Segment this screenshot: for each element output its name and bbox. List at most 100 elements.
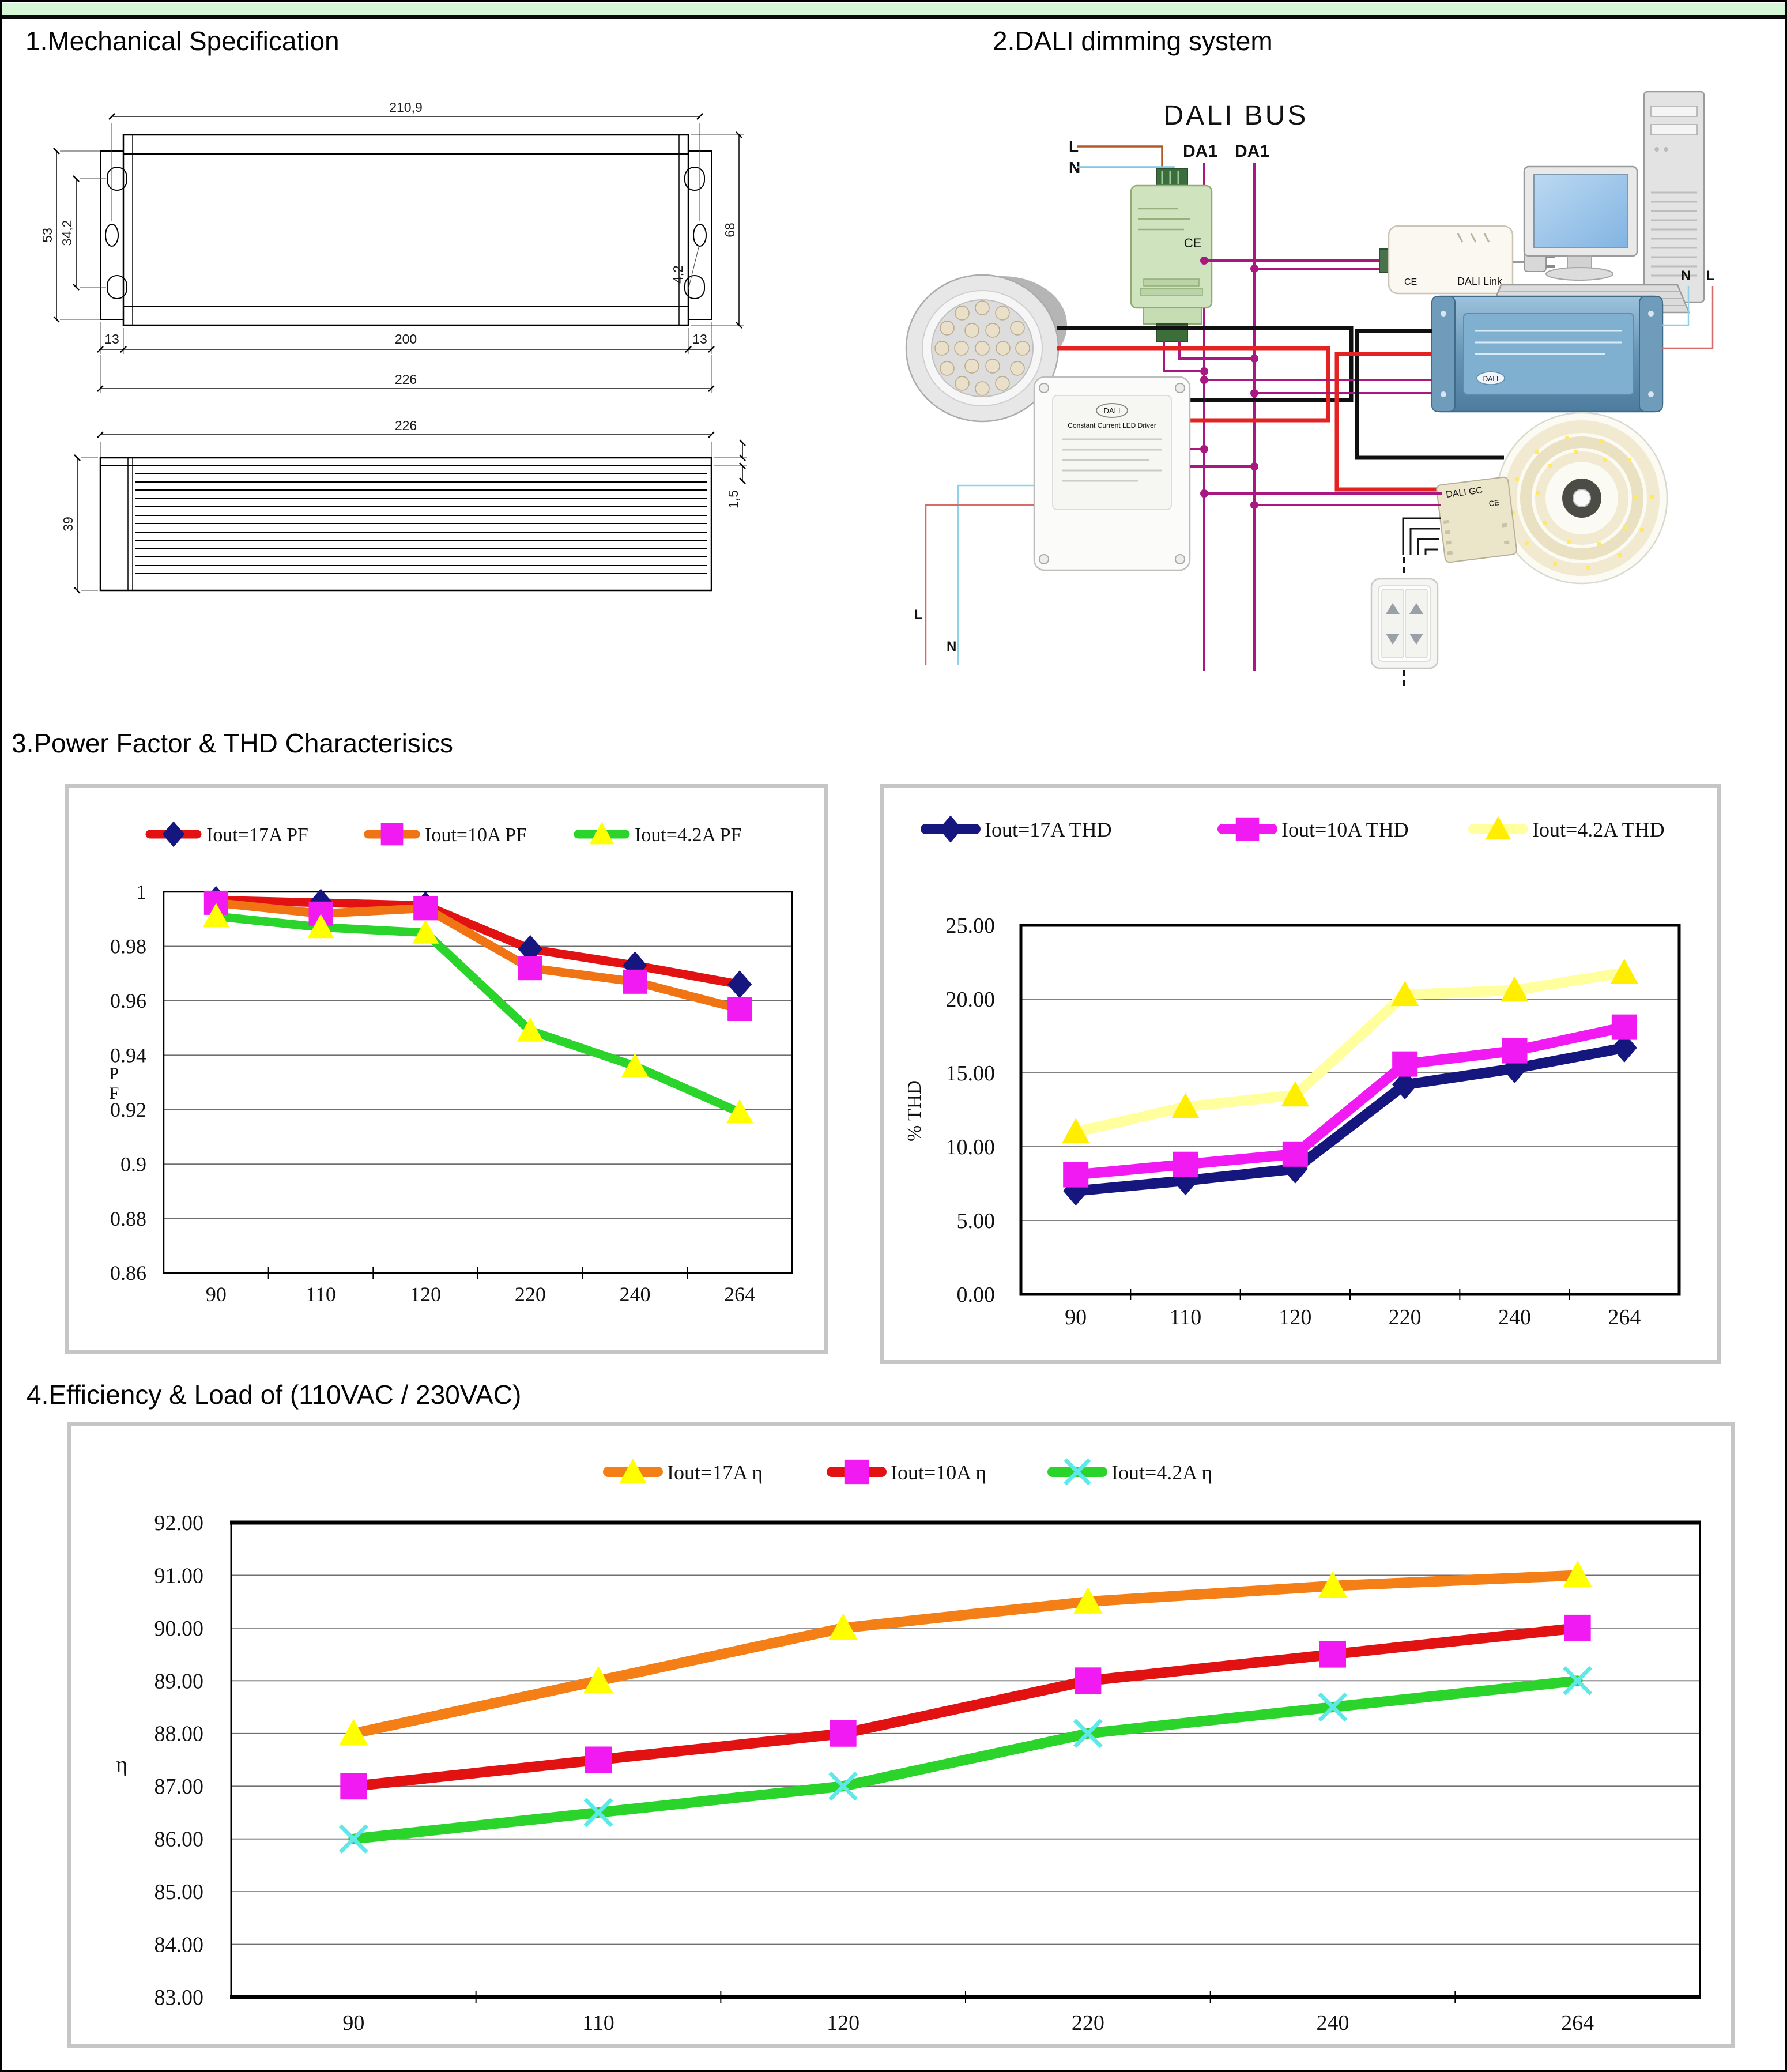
y-tick-label: 0.92 — [110, 1098, 146, 1121]
x-tick-label: 120 — [827, 2011, 859, 2035]
marker-square — [1282, 1141, 1308, 1167]
x-tick-label: 120 — [1279, 1305, 1311, 1329]
y-tick-label: 0.96 — [110, 989, 146, 1012]
bus-junction — [1200, 376, 1208, 384]
y-tick-label: 84.00 — [154, 1932, 204, 1957]
left-l-label: L — [914, 607, 923, 623]
section1-title: 1.Mechanical Specification — [25, 26, 340, 56]
section2-title: 2.DALI dimming system — [993, 26, 1273, 56]
legend-label: Iout=4.2A η — [1111, 1461, 1212, 1484]
legend-label: Iout=17A THD — [985, 818, 1112, 841]
mains-l-wire — [1077, 145, 1163, 169]
da1-left-label: DA1 — [1183, 142, 1217, 161]
switch-down-left-icon — [1386, 634, 1400, 645]
marker-triangle — [621, 1053, 649, 1078]
bus-junction — [1250, 355, 1258, 363]
y-tick-label: 89.00 — [154, 1669, 204, 1693]
switch-rocker-right[interactable] — [1405, 589, 1428, 658]
marker-square — [623, 969, 647, 994]
left-n-label: N — [947, 639, 956, 654]
dali-link-module: CE DALI Link — [1379, 225, 1514, 295]
marker-triangle — [1073, 1587, 1103, 1614]
marker-square — [1502, 1038, 1528, 1064]
pf-chart-box: 0.86 0.88 0.9 0.92 0.94 0.96 0.98 1 90 110 120 220 2… — [65, 784, 828, 1354]
da1-right-label: DA1 — [1235, 142, 1269, 161]
marker-square — [830, 1720, 857, 1747]
psu-dali-wire-1 — [1163, 341, 1204, 372]
series-line — [348, 1622, 1583, 1792]
section4-title: 4.Efficiency & Load of (110VAC / 230VAC) — [27, 1380, 522, 1410]
marker-square — [1063, 1162, 1089, 1188]
x-tick-label: 220 — [515, 1283, 546, 1306]
blue-led-driver: DALI — [1431, 295, 1664, 413]
marker-triangle — [202, 903, 229, 928]
marker-triangle — [583, 1666, 613, 1693]
y-tick-label: 92.00 — [154, 1511, 204, 1535]
led-array — [934, 300, 1030, 396]
marker-square — [727, 997, 752, 1022]
y-tick-label: 1 — [136, 880, 146, 903]
marker-triangle — [726, 1099, 753, 1124]
marker-x-stroke — [583, 1798, 613, 1828]
marker-square — [1611, 1014, 1637, 1040]
mains-n-label: N — [1069, 159, 1080, 176]
bus-junction — [1250, 501, 1258, 509]
marker-square — [585, 1746, 612, 1773]
right-slot-hole — [693, 224, 707, 247]
bus-junction — [1250, 389, 1258, 397]
y-tick-label: 86.00 — [154, 1828, 204, 1852]
dali-bus-label: DALI BUS — [1164, 100, 1309, 131]
marker-square — [1235, 817, 1260, 841]
dali-gc-module: DALI GC CE — [1436, 476, 1517, 563]
x-tick-label: 240 — [1317, 2011, 1349, 2035]
x-tick-label: 220 — [1389, 1305, 1422, 1329]
dali-power-supply: CE — [1130, 168, 1213, 342]
marker-x-stroke — [1064, 1458, 1091, 1486]
legend-label: Iout=4.2A THD — [1532, 818, 1665, 841]
plot-area — [164, 892, 792, 1273]
wall-switch — [1370, 578, 1439, 687]
white-driver-l-wire — [925, 504, 1034, 665]
y-tick-label: 0.88 — [110, 1207, 146, 1230]
x-tick-label: 240 — [620, 1283, 651, 1306]
bus-junction — [1200, 445, 1208, 453]
mains-l-label: L — [1069, 138, 1079, 156]
marker-triangle — [1390, 981, 1419, 1007]
side-dim-width: 226 — [395, 418, 417, 433]
marker-triangle — [1061, 1118, 1090, 1144]
x-tick-label: 264 — [1561, 2011, 1594, 2035]
thd-chart-box: 0.00 5.00 10.00 15.00 20.00 25.00 90 110 120 220 2… — [880, 784, 1721, 1364]
x-tick-label: 220 — [1072, 2011, 1104, 2035]
y-axis-label: F — [110, 1084, 119, 1103]
blue-driver-l-wire — [1662, 286, 1714, 349]
gc-ce-mark: CE — [1488, 498, 1500, 508]
y-tick-label: 20.00 — [946, 988, 996, 1012]
white-driver-n-wire — [957, 484, 1034, 665]
marker-diamond — [727, 970, 752, 999]
side-body-outline — [99, 457, 712, 592]
blue-driver-n-wire — [1662, 286, 1690, 326]
marker-triangle — [412, 919, 439, 944]
legend-label: Iout=17A η — [667, 1461, 763, 1484]
marker-x — [828, 1771, 858, 1801]
dim-mount-width: 210,9 — [389, 100, 423, 115]
y-axis-label: P — [110, 1064, 119, 1083]
y-tick-label: 85.00 — [154, 1880, 204, 1904]
marker-x — [338, 1824, 368, 1854]
y-tick-label: 0.00 — [957, 1283, 996, 1307]
marker-x-stroke — [1318, 1692, 1348, 1722]
x-tick-label: 110 — [1170, 1305, 1202, 1329]
series-line — [1070, 1042, 1630, 1196]
downlight-wire-black — [1057, 326, 1354, 402]
legend-label: Iout=10A PF — [425, 824, 527, 846]
series-line — [348, 1570, 1583, 1739]
strip-wire-black — [1355, 329, 1504, 460]
marker-triangle — [619, 1458, 647, 1483]
gc-switch-wires — [1402, 517, 1441, 578]
dim-flange-left: 13 — [104, 331, 119, 346]
x-tick-label: 120 — [410, 1283, 441, 1306]
bus-junction — [1200, 367, 1208, 375]
heatsink-fins — [135, 473, 707, 574]
psu-ce-mark: CE — [1184, 236, 1202, 250]
switch-rocker-left[interactable] — [1381, 589, 1404, 658]
